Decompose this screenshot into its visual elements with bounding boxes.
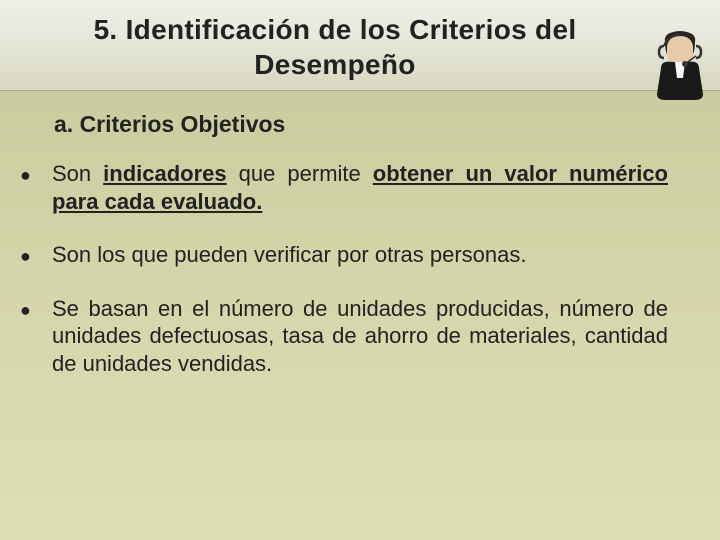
header: 5. Identificación de los Criterios del D…: [0, 0, 720, 91]
list-item: ● Son los que pueden verificar por otras…: [20, 241, 668, 269]
person-illustration: [635, 28, 720, 108]
list-item: ● Son indicadores que permite obtener un…: [20, 160, 668, 215]
content-area: a. Criterios Objetivos ● Son indicadores…: [0, 91, 720, 377]
bullet-text-3: Se basan en el número de unidades produc…: [52, 295, 668, 378]
subtitle: a. Criterios Objetivos: [54, 111, 668, 138]
bullet-icon: ●: [20, 300, 31, 321]
bullet-icon: ●: [20, 246, 31, 267]
bullet-text-2: Son los que pueden verificar por otras p…: [52, 241, 668, 269]
bullet-icon: ●: [20, 165, 31, 186]
bullet-text-1: Son indicadores que permite obtener un v…: [52, 160, 668, 215]
slide-title: 5. Identificación de los Criterios del D…: [30, 12, 690, 82]
list-item: ● Se basan en el número de unidades prod…: [20, 295, 668, 378]
bullet-list: ● Son indicadores que permite obtener un…: [52, 160, 668, 377]
